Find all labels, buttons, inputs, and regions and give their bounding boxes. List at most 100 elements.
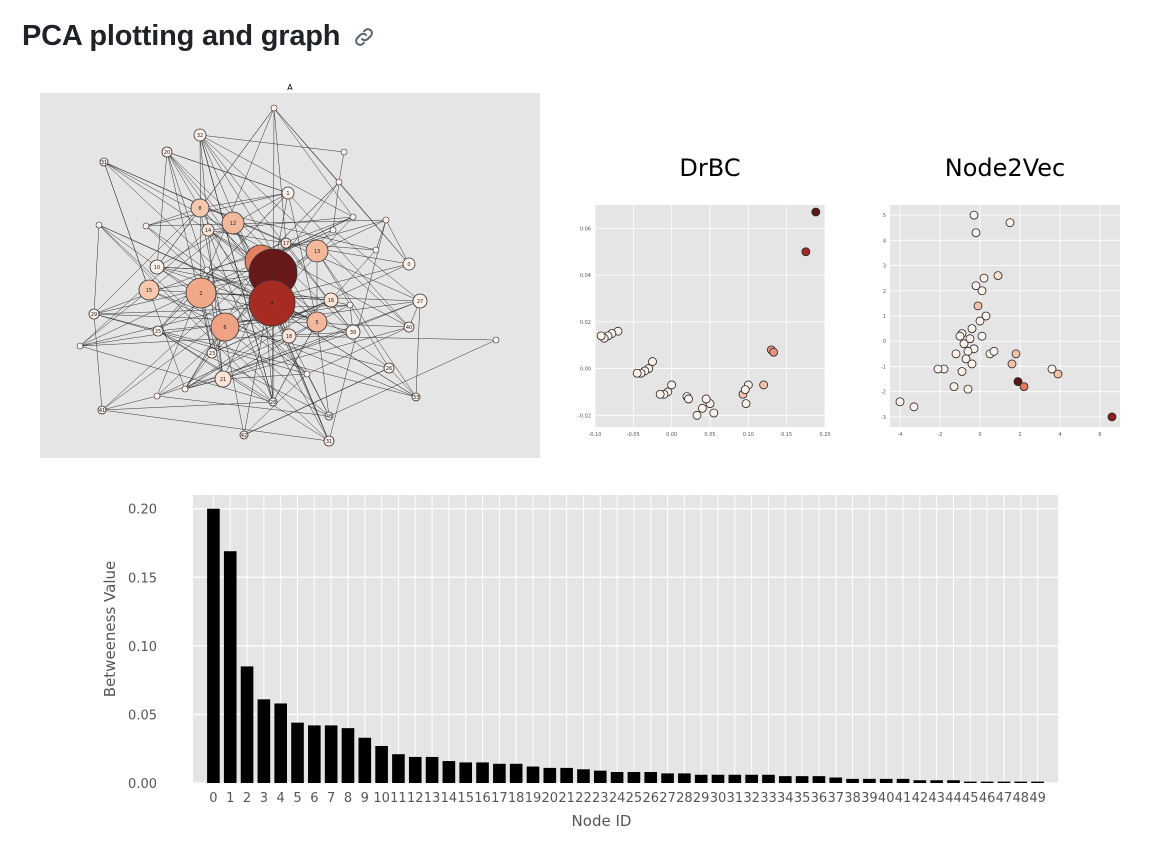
x-tick-label: 40	[878, 791, 895, 806]
graph-node-label: 25	[155, 329, 161, 335]
graph-edge	[385, 219, 410, 265]
x-tick-label: 30	[710, 791, 727, 806]
x-tick-label: 5	[293, 791, 301, 806]
graph-edge	[222, 373, 308, 380]
graph-node: 2	[185, 277, 217, 309]
graph-node: 42	[239, 430, 249, 440]
bar	[1014, 781, 1028, 783]
bar	[324, 725, 338, 783]
graph-node: 10	[149, 259, 165, 275]
x-tick-label: 10	[373, 791, 390, 806]
bar	[593, 770, 607, 783]
bar	[980, 781, 994, 783]
graph-edge	[79, 216, 354, 347]
bar	[644, 772, 658, 783]
x-tick-label: -0.10	[589, 432, 602, 438]
graph-node: 28	[268, 397, 278, 407]
graph-node-circle	[193, 128, 207, 142]
graph-node-label: 8	[198, 206, 201, 212]
link-icon[interactable]	[352, 25, 376, 49]
graph-node: 18	[281, 328, 297, 344]
x-tick-label: 0.00	[666, 432, 677, 438]
graph-node-circle	[268, 397, 278, 407]
scatter-point	[989, 346, 999, 356]
graph-node: 31	[99, 157, 109, 167]
graph-edge	[156, 395, 330, 417]
graph-node-label: 42	[241, 433, 247, 439]
x-tick-label: 49	[1029, 791, 1046, 806]
scatter-point	[963, 346, 973, 356]
graph-edge	[166, 151, 354, 333]
graph-node-label: 31	[326, 439, 332, 445]
x-tick-label: -4	[898, 432, 903, 438]
graph-edge	[211, 263, 410, 354]
graph-node: 13	[305, 239, 329, 263]
y-axis-label: Betweeness Value	[101, 561, 119, 697]
y-tick-label: -3	[881, 415, 886, 421]
x-tick-label: 19	[525, 791, 542, 806]
bar	[778, 776, 792, 783]
bar	[711, 774, 725, 783]
scatter-point	[975, 316, 985, 326]
graph-node: 15	[138, 279, 160, 301]
scatter-point	[993, 271, 1003, 281]
graph-node-circle	[99, 157, 109, 167]
graph-node-small	[492, 336, 500, 344]
graph-node-small	[382, 216, 390, 224]
graph-node-label: 48	[326, 414, 332, 420]
graph-edge	[166, 151, 262, 262]
scatter-point	[961, 354, 971, 364]
x-tick-label: 29	[693, 791, 710, 806]
bar	[459, 762, 473, 783]
graph-node-circle	[201, 223, 215, 237]
graph-edge	[207, 229, 390, 369]
bar	[526, 766, 540, 783]
graph-edge	[157, 330, 330, 417]
graph-node-small	[270, 104, 278, 112]
graph-edge	[101, 401, 274, 411]
x-tick-label: 6	[1098, 432, 1101, 438]
graph-edge	[273, 107, 287, 244]
graph-node-label: 17	[283, 241, 289, 247]
graph-node: 6	[210, 312, 240, 342]
graph-edge	[200, 292, 421, 302]
graph-edge	[332, 181, 340, 231]
y-tick-label: 5	[883, 213, 886, 219]
graph-node: 26	[383, 362, 395, 374]
graph-node-label: 27	[417, 299, 423, 305]
x-tick-label: 14	[441, 791, 458, 806]
bar	[812, 776, 826, 783]
graph-edge	[330, 249, 377, 301]
graph-node: 39	[345, 324, 361, 340]
graph-node: 23	[206, 347, 218, 359]
graph-node-label: 28	[270, 400, 276, 406]
bar	[392, 754, 405, 783]
x-tick-label: 23	[592, 791, 609, 806]
graph-edge	[93, 313, 103, 411]
graph-edge	[103, 161, 410, 328]
scatter-point	[957, 367, 967, 376]
scatter-point	[973, 301, 983, 311]
graph-edge	[222, 321, 318, 380]
graph-edge	[93, 313, 308, 375]
scatter-point	[1019, 382, 1029, 392]
graph-node: 40	[403, 321, 415, 333]
graph-nodes: 3220311812141713101527041627651839400212…	[76, 104, 500, 447]
bar	[930, 780, 943, 783]
graph-node-label: 4	[270, 301, 273, 307]
scatter-point	[1107, 412, 1117, 422]
scatter-point	[967, 324, 977, 334]
x-tick-label: 2	[243, 791, 251, 806]
scatter-point	[971, 228, 981, 238]
x-tick-label: 8	[344, 791, 352, 806]
x-tick-label: 0.15	[781, 432, 792, 438]
graph-node-small	[340, 148, 348, 156]
x-tick-label: 0	[209, 791, 217, 806]
bar	[879, 778, 893, 783]
graph-node-label: 15	[146, 288, 152, 294]
graph-edge	[166, 151, 289, 194]
graph-node-label: 33	[413, 395, 419, 401]
graph-node-small	[142, 222, 150, 230]
graph-node: 4	[248, 279, 296, 327]
x-tick-label: 36	[811, 791, 828, 806]
